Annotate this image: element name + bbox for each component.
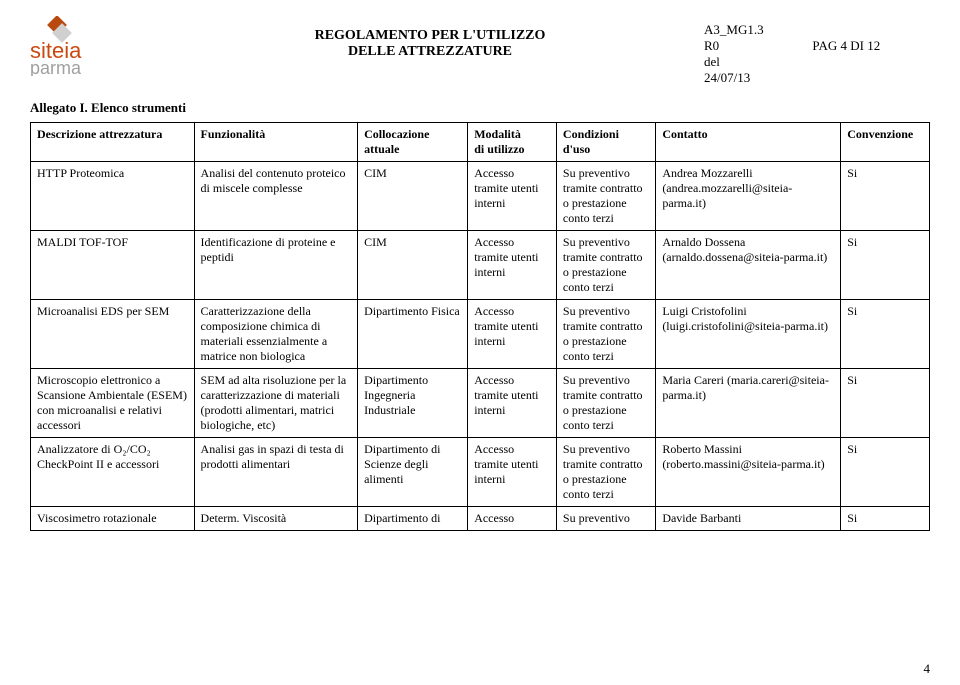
header-meta: A3_MG1.3 R0 PAG 4 DI 12 del 24/07/13 — [700, 16, 930, 86]
cell-coll: CIM — [358, 231, 468, 300]
page-header: siteia parma REGOLAMENTO PER L'UTILIZZO … — [30, 16, 930, 86]
rev-date-1: del — [700, 54, 808, 70]
col-mod: Modalitàdi utilizzo — [468, 123, 557, 162]
page-label: PAG 4 DI 12 — [808, 38, 930, 54]
table-header-row: Descrizione attrezzatura Funzionalità Co… — [31, 123, 930, 162]
table-row: HTTP ProteomicaAnalisi del contenuto pro… — [31, 162, 930, 231]
cell-conv: Si — [841, 162, 930, 231]
cell-mod: Accesso tramite utenti interni — [468, 162, 557, 231]
cell-mod: Accesso — [468, 507, 557, 531]
cell-cont: Luigi Cristofolini (luigi.cristofolini@s… — [656, 300, 841, 369]
cell-func: Analisi del contenuto proteico di miscel… — [194, 162, 358, 231]
rev-date-2: 24/07/13 — [700, 70, 808, 86]
cell-func: Identificazione di proteine e peptidi — [194, 231, 358, 300]
cell-func: Analisi gas in spazi di testa di prodott… — [194, 438, 358, 507]
col-func: Funzionalità — [194, 123, 358, 162]
cell-cond: Su preventivo tramite contratto o presta… — [556, 162, 655, 231]
col-cont: Contatto — [656, 123, 841, 162]
cell-cond: Su preventivo tramite contratto o presta… — [556, 231, 655, 300]
cell-cont: Davide Barbanti — [656, 507, 841, 531]
table-row: MALDI TOF-TOFIdentificazione di proteine… — [31, 231, 930, 300]
table-row: Microanalisi EDS per SEMCaratterizzazion… — [31, 300, 930, 369]
cell-desc: HTTP Proteomica — [31, 162, 195, 231]
cell-conv: Si — [841, 438, 930, 507]
cell-cont: Arnaldo Dossena (arnaldo.dossena@siteia-… — [656, 231, 841, 300]
cell-coll: Dipartimento Fisica — [358, 300, 468, 369]
document-page: siteia parma REGOLAMENTO PER L'UTILIZZO … — [0, 0, 960, 685]
allegato-heading: Allegato I. Elenco strumenti — [30, 100, 930, 116]
cell-desc: Analizzatore di O₂/CO₂ CheckPoint II e a… — [31, 438, 195, 507]
table-body: HTTP ProteomicaAnalisi del contenuto pro… — [31, 162, 930, 531]
cell-mod: Accesso tramite utenti interni — [468, 369, 557, 438]
cell-coll: CIM — [358, 162, 468, 231]
logo: siteia parma — [30, 16, 160, 76]
cell-cond: Su preventivo tramite contratto o presta… — [556, 300, 655, 369]
cell-conv: Si — [841, 369, 930, 438]
col-conv: Convenzione — [841, 123, 930, 162]
cell-coll: Dipartimento di — [358, 507, 468, 531]
cell-conv: Si — [841, 507, 930, 531]
title-line-2: DELLE ATTREZZATURE — [180, 44, 680, 60]
cell-mod: Accesso tramite utenti interni — [468, 300, 557, 369]
page-number: 4 — [924, 661, 931, 677]
cell-conv: Si — [841, 231, 930, 300]
col-coll: Collocazioneattuale — [358, 123, 468, 162]
cell-desc: MALDI TOF-TOF — [31, 231, 195, 300]
cell-desc: Viscosimetro rotazionale — [31, 507, 195, 531]
cell-func: Determ. Viscosità — [194, 507, 358, 531]
cell-conv: Si — [841, 300, 930, 369]
col-desc: Descrizione attrezzatura — [31, 123, 195, 162]
cell-cond: Su preventivo tramite contratto o presta… — [556, 438, 655, 507]
cell-coll: Dipartimento di Scienze degli alimenti — [358, 438, 468, 507]
table-row: Viscosimetro rotazionaleDeterm. Viscosit… — [31, 507, 930, 531]
rev: R0 — [700, 38, 808, 54]
cell-cond: Su preventivo tramite contratto o presta… — [556, 369, 655, 438]
svg-text:parma: parma — [30, 58, 82, 76]
equipment-table: Descrizione attrezzatura Funzionalità Co… — [30, 122, 930, 531]
cell-coll: Dipartimento Ingegneria Industriale — [358, 369, 468, 438]
cell-func: Caratterizzazione della composizione chi… — [194, 300, 358, 369]
col-cond: Condizionid'uso — [556, 123, 655, 162]
cell-cont: Andrea Mozzarelli (andrea.mozzarelli@sit… — [656, 162, 841, 231]
header-title: REGOLAMENTO PER L'UTILIZZO DELLE ATTREZZ… — [180, 16, 680, 60]
cell-desc: Microanalisi EDS per SEM — [31, 300, 195, 369]
cell-cont: Roberto Massini (roberto.massini@siteia-… — [656, 438, 841, 507]
cell-func: SEM ad alta risoluzione per la caratteri… — [194, 369, 358, 438]
cell-cont: Maria Careri (maria.careri@siteia-parma.… — [656, 369, 841, 438]
cell-mod: Accesso tramite utenti interni — [468, 438, 557, 507]
cell-cond: Su preventivo — [556, 507, 655, 531]
doc-code: A3_MG1.3 — [700, 22, 808, 38]
table-row: Microscopio elettronico a Scansione Ambi… — [31, 369, 930, 438]
cell-mod: Accesso tramite utenti interni — [468, 231, 557, 300]
title-line-1: REGOLAMENTO PER L'UTILIZZO — [180, 28, 680, 44]
cell-desc: Microscopio elettronico a Scansione Ambi… — [31, 369, 195, 438]
table-row: Analizzatore di O₂/CO₂ CheckPoint II e a… — [31, 438, 930, 507]
